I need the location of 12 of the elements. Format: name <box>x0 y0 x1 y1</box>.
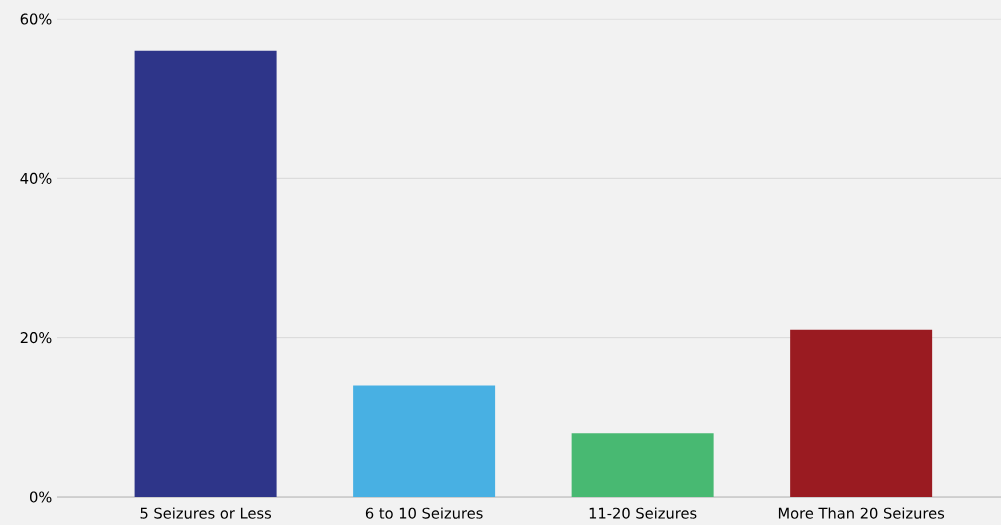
x-tick-label: 6 to 10 Seizures <box>365 507 483 519</box>
y-tick-label: 40% <box>20 172 52 184</box>
y-tick-label: 20% <box>20 332 52 344</box>
bar <box>790 329 933 497</box>
y-tick-label: 60% <box>20 13 52 25</box>
bar <box>134 50 277 497</box>
bar <box>353 385 496 497</box>
y-tick-label: 0% <box>29 491 52 503</box>
x-tick-label: 5 Seizures or Less <box>140 507 272 519</box>
x-tick-label: More Than 20 Seizures <box>778 507 945 519</box>
x-tick-label: 11-20 Seizures <box>589 507 697 519</box>
bar <box>571 433 714 497</box>
